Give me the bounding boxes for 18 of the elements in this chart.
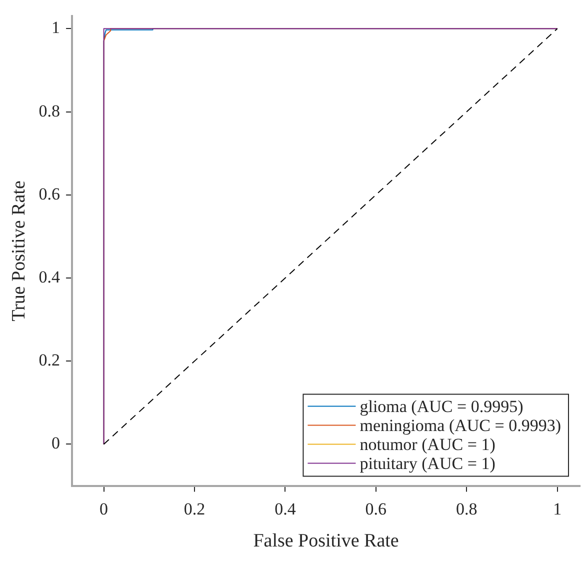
x-tick-label: 0.4 (274, 499, 296, 518)
x-tick-label: 0.2 (184, 499, 206, 518)
legend-label: meningioma (AUC = 0.9993) (360, 416, 562, 435)
legend-label: glioma (AUC = 0.9995) (360, 396, 524, 416)
legend-label: pituitary (AUC = 1) (360, 454, 496, 473)
y-tick-label: 0.6 (38, 184, 60, 204)
x-tick-label: 0 (100, 499, 108, 518)
y-tick-label: 0.2 (38, 350, 60, 370)
y-tick-label: 0 (52, 434, 60, 453)
y-axis-title: True Positive Rate (8, 180, 30, 322)
legend-label: notumor (AUC = 1) (360, 434, 496, 454)
y-tick-label: 0.8 (38, 101, 60, 120)
x-tick-label: 0.8 (456, 499, 478, 518)
y-tick-label: 0.4 (38, 267, 61, 286)
x-tick-label: 0.6 (365, 499, 387, 518)
x-axis-title: False Positive Rate (253, 530, 399, 552)
x-tick-label: 1 (553, 499, 562, 518)
y-tick-label: 1 (52, 18, 60, 38)
